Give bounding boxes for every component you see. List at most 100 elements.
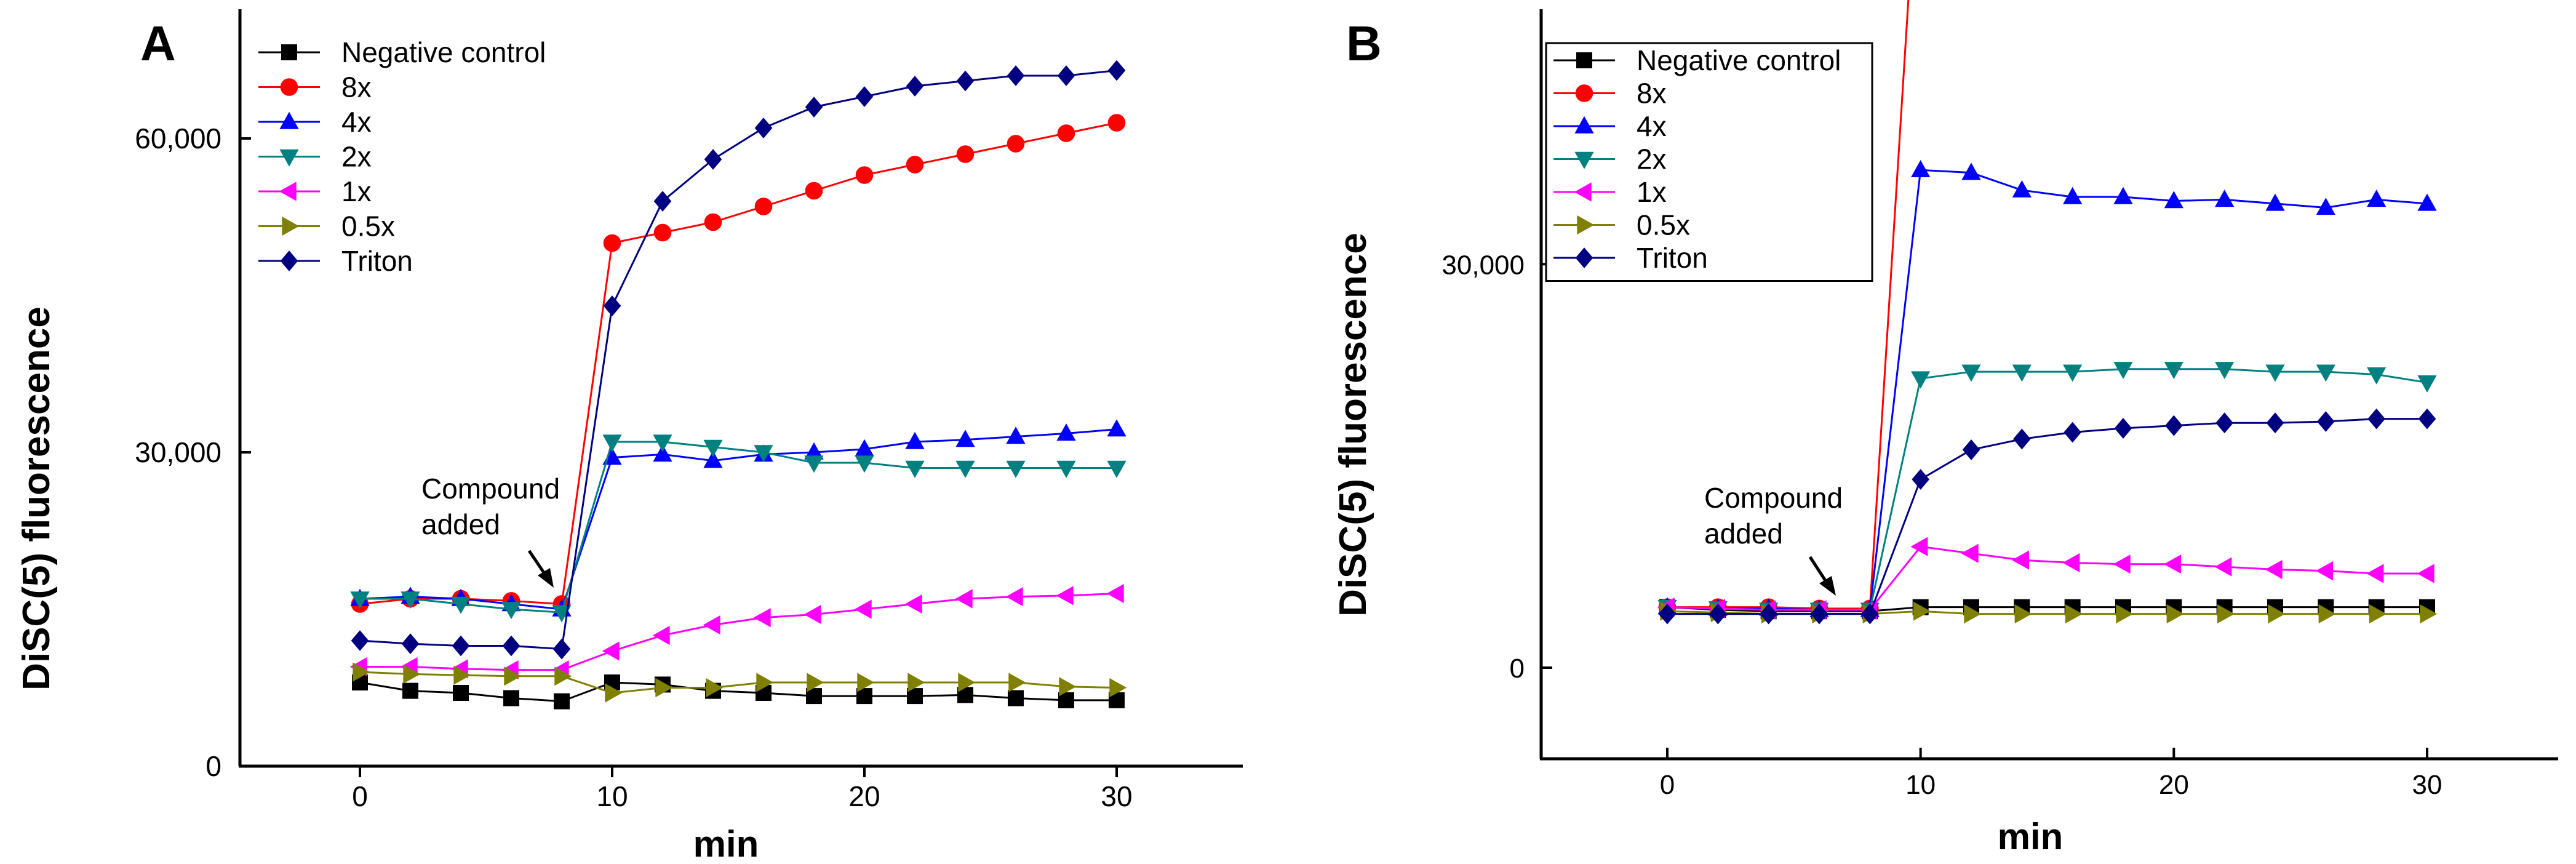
y-axis-label-b: DiSC(5) fluorescence [1332, 233, 1374, 617]
data-point-4x-b [2265, 193, 2285, 211]
legend-label-8x-b: 8x [1637, 78, 1667, 110]
data-point-1x-a [703, 615, 720, 635]
data-point-triton-a [603, 295, 621, 316]
data-point-0-5x-a [857, 673, 875, 692]
data-point-negative-control-a [453, 685, 469, 701]
data-point-2x-a [350, 591, 370, 609]
data-point-triton-b [2317, 411, 2335, 432]
data-point-0-5x-b [1964, 604, 1982, 624]
panel-label-b: B [1346, 16, 1382, 71]
data-point-4x-a [855, 439, 874, 457]
y-tick-label-a: 0 [205, 750, 221, 782]
y-tick-label-b: 0 [1510, 654, 1525, 684]
legend-marker-2x-a [279, 149, 299, 167]
x-axis-label-a: min [693, 823, 759, 864]
series-line-negative-control-b [1667, 606, 2427, 612]
data-point-1x-a [854, 599, 872, 619]
data-point-4x-a [804, 442, 824, 460]
data-point-0-5x-a [353, 662, 370, 682]
data-point-0-5x-b [2065, 604, 2083, 624]
x-tick-label-b: 30 [2412, 770, 2442, 800]
data-point-8x-a [754, 198, 773, 215]
legend-marker-negative-control-a [281, 44, 297, 60]
data-point-1x-b [2012, 550, 2030, 570]
data-point-1x-b [2316, 561, 2334, 581]
data-point-2x-b [2367, 367, 2387, 385]
data-point-triton-b [1861, 603, 1879, 625]
annotation-b: Compound added [1704, 482, 1843, 596]
data-point-4x-a [653, 444, 672, 462]
data-point-0-5x-b [2318, 604, 2336, 624]
data-point-2x-b [2417, 375, 2437, 393]
series-line-1x-b [1667, 545, 2427, 611]
legend-label-8x-a: 8x [341, 71, 372, 103]
data-point-2x-a [653, 434, 672, 452]
x-tick-label-a: 30 [1101, 780, 1132, 812]
data-point-4x-b [2113, 186, 2133, 204]
panel-label-a: A [140, 16, 176, 71]
data-point-triton-a [502, 635, 520, 657]
data-point-0-5x-b [2116, 604, 2134, 624]
x-tick-label-a: 20 [848, 780, 880, 812]
legend-marker-2x-b [1574, 151, 1594, 169]
data-point-2x-b [2012, 364, 2032, 382]
data-point-triton-a [956, 70, 975, 92]
annotation-arrow-shaft-b [1808, 556, 1828, 583]
x-axis-label-b: min [1998, 816, 2064, 857]
legend-label-4x-b: 4x [1637, 110, 1667, 142]
data-point-0-5x-b [2217, 604, 2235, 624]
data-point-1x-b [2417, 564, 2434, 583]
legend-label-0-5x-a: 0.5x [341, 210, 395, 242]
legend-marker-0-5x-a [282, 216, 300, 236]
annotation-arrow-head-b [1819, 576, 1836, 596]
data-point-triton-b [2266, 412, 2284, 434]
data-point-8x-a [653, 223, 672, 242]
data-point-triton-b [1709, 603, 1727, 625]
data-point-4x-b [2164, 191, 2183, 209]
legend-marker-negative-control-b [1576, 52, 1592, 68]
series-line-0-5x-a [359, 671, 1117, 694]
y-axis-label-a: DiSC(5) fluorescence [15, 306, 58, 690]
legend-marker-8x-a [280, 78, 298, 96]
legend-label-1x-b: 1x [1637, 176, 1667, 208]
data-point-4x-a [905, 431, 925, 449]
data-point-4x-b [2215, 190, 2235, 207]
data-point-1x-a [804, 604, 821, 625]
legend-marker-8x-b [1575, 84, 1593, 102]
data-point-2x-a [703, 439, 723, 457]
data-point-4x-a [703, 450, 723, 468]
data-point-8x-a [704, 213, 722, 231]
data-point-8x-a [956, 145, 975, 163]
x-ticks-a: 0 10 20 30 [352, 766, 1133, 812]
data-point-1x-a [955, 589, 973, 609]
data-point-2x-a [552, 605, 572, 623]
data-point-0-5x-b [1913, 601, 1931, 621]
data-point-8x-a [906, 156, 924, 174]
data-point-4x-b [2012, 180, 2032, 198]
series-group-a [349, 60, 1127, 710]
data-point-0-5x-a [655, 678, 673, 698]
data-point-0-5x-a [605, 683, 623, 703]
data-point-0-5x-b [2166, 604, 2184, 624]
y-tick-label-a: 60,000 [135, 122, 221, 154]
data-point-2x-b [2063, 364, 2083, 382]
data-point-2x-a [401, 591, 420, 609]
data-point-0-5x-a [706, 678, 724, 698]
data-point-4x-b [1961, 162, 1981, 180]
data-point-triton-b [2114, 418, 2132, 439]
legend-marker-0-5x-b [1577, 215, 1595, 235]
data-point-8x-a [855, 166, 874, 184]
series-line-2x-a [360, 441, 1117, 614]
data-point-triton-a [1107, 60, 1126, 81]
legend-label-4x-a: 4x [341, 106, 372, 138]
annotation-line2-b: added [1704, 518, 1783, 550]
data-point-2x-a [754, 445, 773, 463]
data-point-triton-a [1057, 65, 1075, 86]
data-point-1x-b [2113, 554, 2131, 574]
data-point-2x-a [451, 596, 471, 614]
data-point-triton-b [2367, 408, 2385, 430]
data-point-triton-b [2064, 422, 2081, 443]
data-point-2x-a [1006, 460, 1026, 478]
legend-marker-4x-b [1574, 116, 1594, 134]
series-line-8x-b [1667, 0, 1910, 610]
